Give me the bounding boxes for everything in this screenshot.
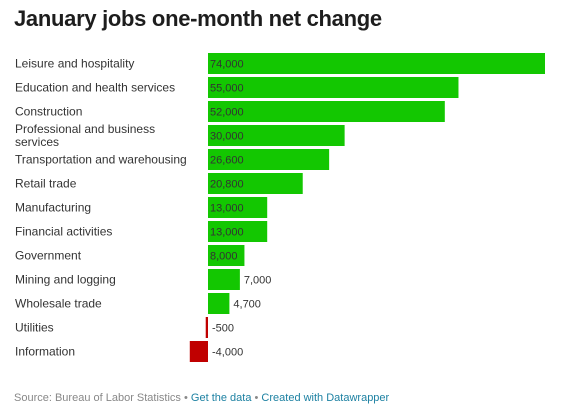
value-label-professional-and-business-services: 30,000 [210,131,244,143]
bar-professional-and-business-services [208,125,345,146]
value-label-utilities: -500 [212,323,234,335]
value-label-transportation-and-warehousing: 26,600 [210,155,244,167]
value-label-education-and-health-services: 55,000 [210,83,244,95]
value-label-information: -4,000 [212,347,243,359]
bar-information [189,341,208,362]
bars [189,53,545,362]
category-label-leisure-and-hospitality: Leisure and hospitality [15,57,134,71]
get-data-link[interactable]: Get the data [190,392,252,404]
category-label-information: Information [15,345,75,359]
footer-separator: • [180,392,191,404]
category-label-financial-activities: Financial activities [15,225,112,239]
bar-government [208,245,245,266]
category-label-professional-and-business-services: Professional and business services [15,122,155,149]
category-label-utilities: Utilities [15,321,54,335]
bar-retail-trade [208,173,303,194]
chart-title: January jobs one-month net change [14,6,382,31]
value-label-wholesale-trade: 4,700 [233,299,261,311]
value-label-manufacturing: 13,000 [210,203,244,215]
value-label-financial-activities: 13,000 [210,227,244,239]
category-label-transportation-and-warehousing: Transportation and warehousing [15,153,187,167]
bar-financial-activities [208,221,268,242]
source-text: Source: Bureau of Labor Statistics [14,392,181,404]
bar-mining-and-logging [208,269,240,290]
category-label-wholesale-trade: Wholesale trade [15,297,102,311]
bar-transportation-and-warehousing [208,149,330,170]
category-labels: Leisure and hospitality Education and hea… [15,57,187,359]
value-label-retail-trade: 20,800 [210,179,244,191]
category-label-government: Government [15,249,82,263]
value-labels: 74,000 55,000 52,000 30,000 26,600 20,800 13,0… [210,59,271,359]
bar-education-and-health-services [208,77,459,98]
footer-separator: • [251,392,262,404]
category-label-construction: Construction [15,105,82,119]
value-label-construction: 52,000 [210,107,244,119]
bar-wholesale-trade [208,293,230,314]
bar-utilities [205,317,208,338]
value-label-leisure-and-hospitality: 74,000 [210,59,244,71]
value-label-government: 8,000 [210,251,238,263]
category-label-retail-trade: Retail trade [15,177,77,191]
category-label-education-and-health-services: Education and health services [15,81,175,95]
bar-construction [208,101,445,122]
value-label-mining-and-logging: 7,000 [244,275,272,287]
created-with-link[interactable]: Created with Datawrapper [261,392,390,404]
category-label-mining-and-logging: Mining and logging [15,273,116,287]
bar-leisure-and-hospitality [208,53,545,74]
chart-footer: Source: Bureau of Labor Statistics • Get… [14,392,389,404]
bar-manufacturing [208,197,268,218]
category-label-manufacturing: Manufacturing [15,201,91,215]
